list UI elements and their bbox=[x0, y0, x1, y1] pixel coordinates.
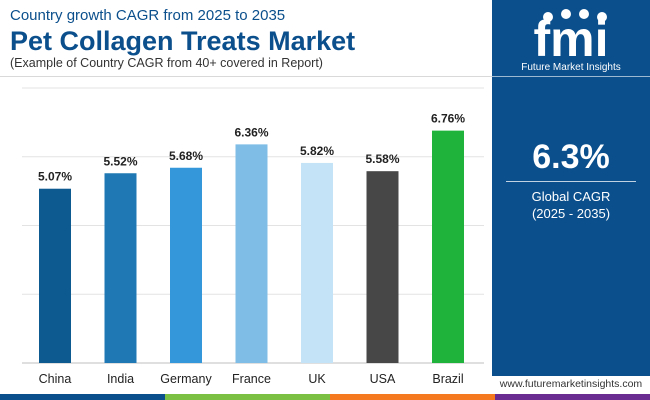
global-cagr-label: Global CAGR bbox=[531, 189, 611, 204]
bottom-bar-segment bbox=[330, 394, 495, 400]
sidebar-panel: fmi Future Market Insights 6.3% Global C… bbox=[492, 0, 650, 400]
cagr-divider bbox=[506, 181, 636, 182]
global-cagr-period: (2025 - 2035) bbox=[531, 206, 611, 221]
fmi-logo: fmi Future Market Insights bbox=[492, 6, 650, 76]
header-divider bbox=[0, 76, 492, 77]
data-label-germany: 5.68% bbox=[169, 149, 203, 163]
bottom-color-bar bbox=[0, 394, 650, 400]
chart-title: Pet Collagen Treats Market bbox=[10, 26, 356, 56]
x-tick-label-france: France bbox=[232, 372, 271, 386]
bar-china bbox=[39, 188, 71, 363]
data-label-usa: 5.58% bbox=[365, 152, 399, 166]
bottom-bar-segment bbox=[0, 394, 165, 400]
x-tick-label-usa: USA bbox=[370, 372, 396, 386]
x-tick-label-uk: UK bbox=[308, 372, 326, 386]
logo-dot-icon bbox=[561, 9, 571, 19]
chart-subtitle: Country growth CAGR from 2025 to 2035 bbox=[10, 7, 286, 24]
bar-india bbox=[104, 173, 137, 363]
fmi-logo-text: Future Market Insights bbox=[521, 62, 621, 73]
footer-url[interactable]: www.futuremarketinsights.com bbox=[492, 376, 650, 394]
data-label-india: 5.52% bbox=[103, 154, 137, 168]
bottom-bar-segment bbox=[495, 394, 650, 400]
x-tick-label-india: India bbox=[107, 372, 134, 386]
bar-chart-svg: 5.07% China 5.52% India 5.68% Germany 6.36% Fra… bbox=[22, 87, 484, 386]
x-tick-label-brazil: Brazil bbox=[432, 372, 463, 386]
bottom-bar-segment bbox=[165, 394, 330, 400]
bar-france bbox=[235, 144, 268, 363]
bar-usa bbox=[366, 171, 399, 363]
data-label-brazil: 6.76% bbox=[431, 112, 465, 126]
chart-note: (Example of Country CAGR from 40+ covere… bbox=[10, 56, 323, 70]
sidebar-divider bbox=[492, 76, 650, 77]
data-label-uk: 5.82% bbox=[300, 144, 334, 158]
chart-header: Country growth CAGR from 2025 to 2035 Pe… bbox=[0, 0, 492, 76]
bar-chart: 5.07% China 5.52% India 5.68% Germany 6.36% Fra… bbox=[0, 78, 492, 399]
data-label-france: 6.36% bbox=[234, 125, 268, 139]
global-cagr-value: 6.3% bbox=[532, 138, 610, 176]
x-tick-label-china: China bbox=[39, 372, 72, 386]
bar-brazil bbox=[432, 130, 464, 363]
logo-dot-icon bbox=[543, 12, 553, 22]
fmi-logo-mark: fmi bbox=[534, 9, 609, 62]
logo-dot-icon bbox=[597, 12, 607, 22]
data-label-china: 5.07% bbox=[38, 170, 72, 184]
bar-germany bbox=[170, 167, 202, 363]
x-tick-label-germany: Germany bbox=[160, 372, 212, 386]
bar-uk bbox=[301, 162, 333, 363]
logo-dot-icon bbox=[579, 9, 589, 19]
